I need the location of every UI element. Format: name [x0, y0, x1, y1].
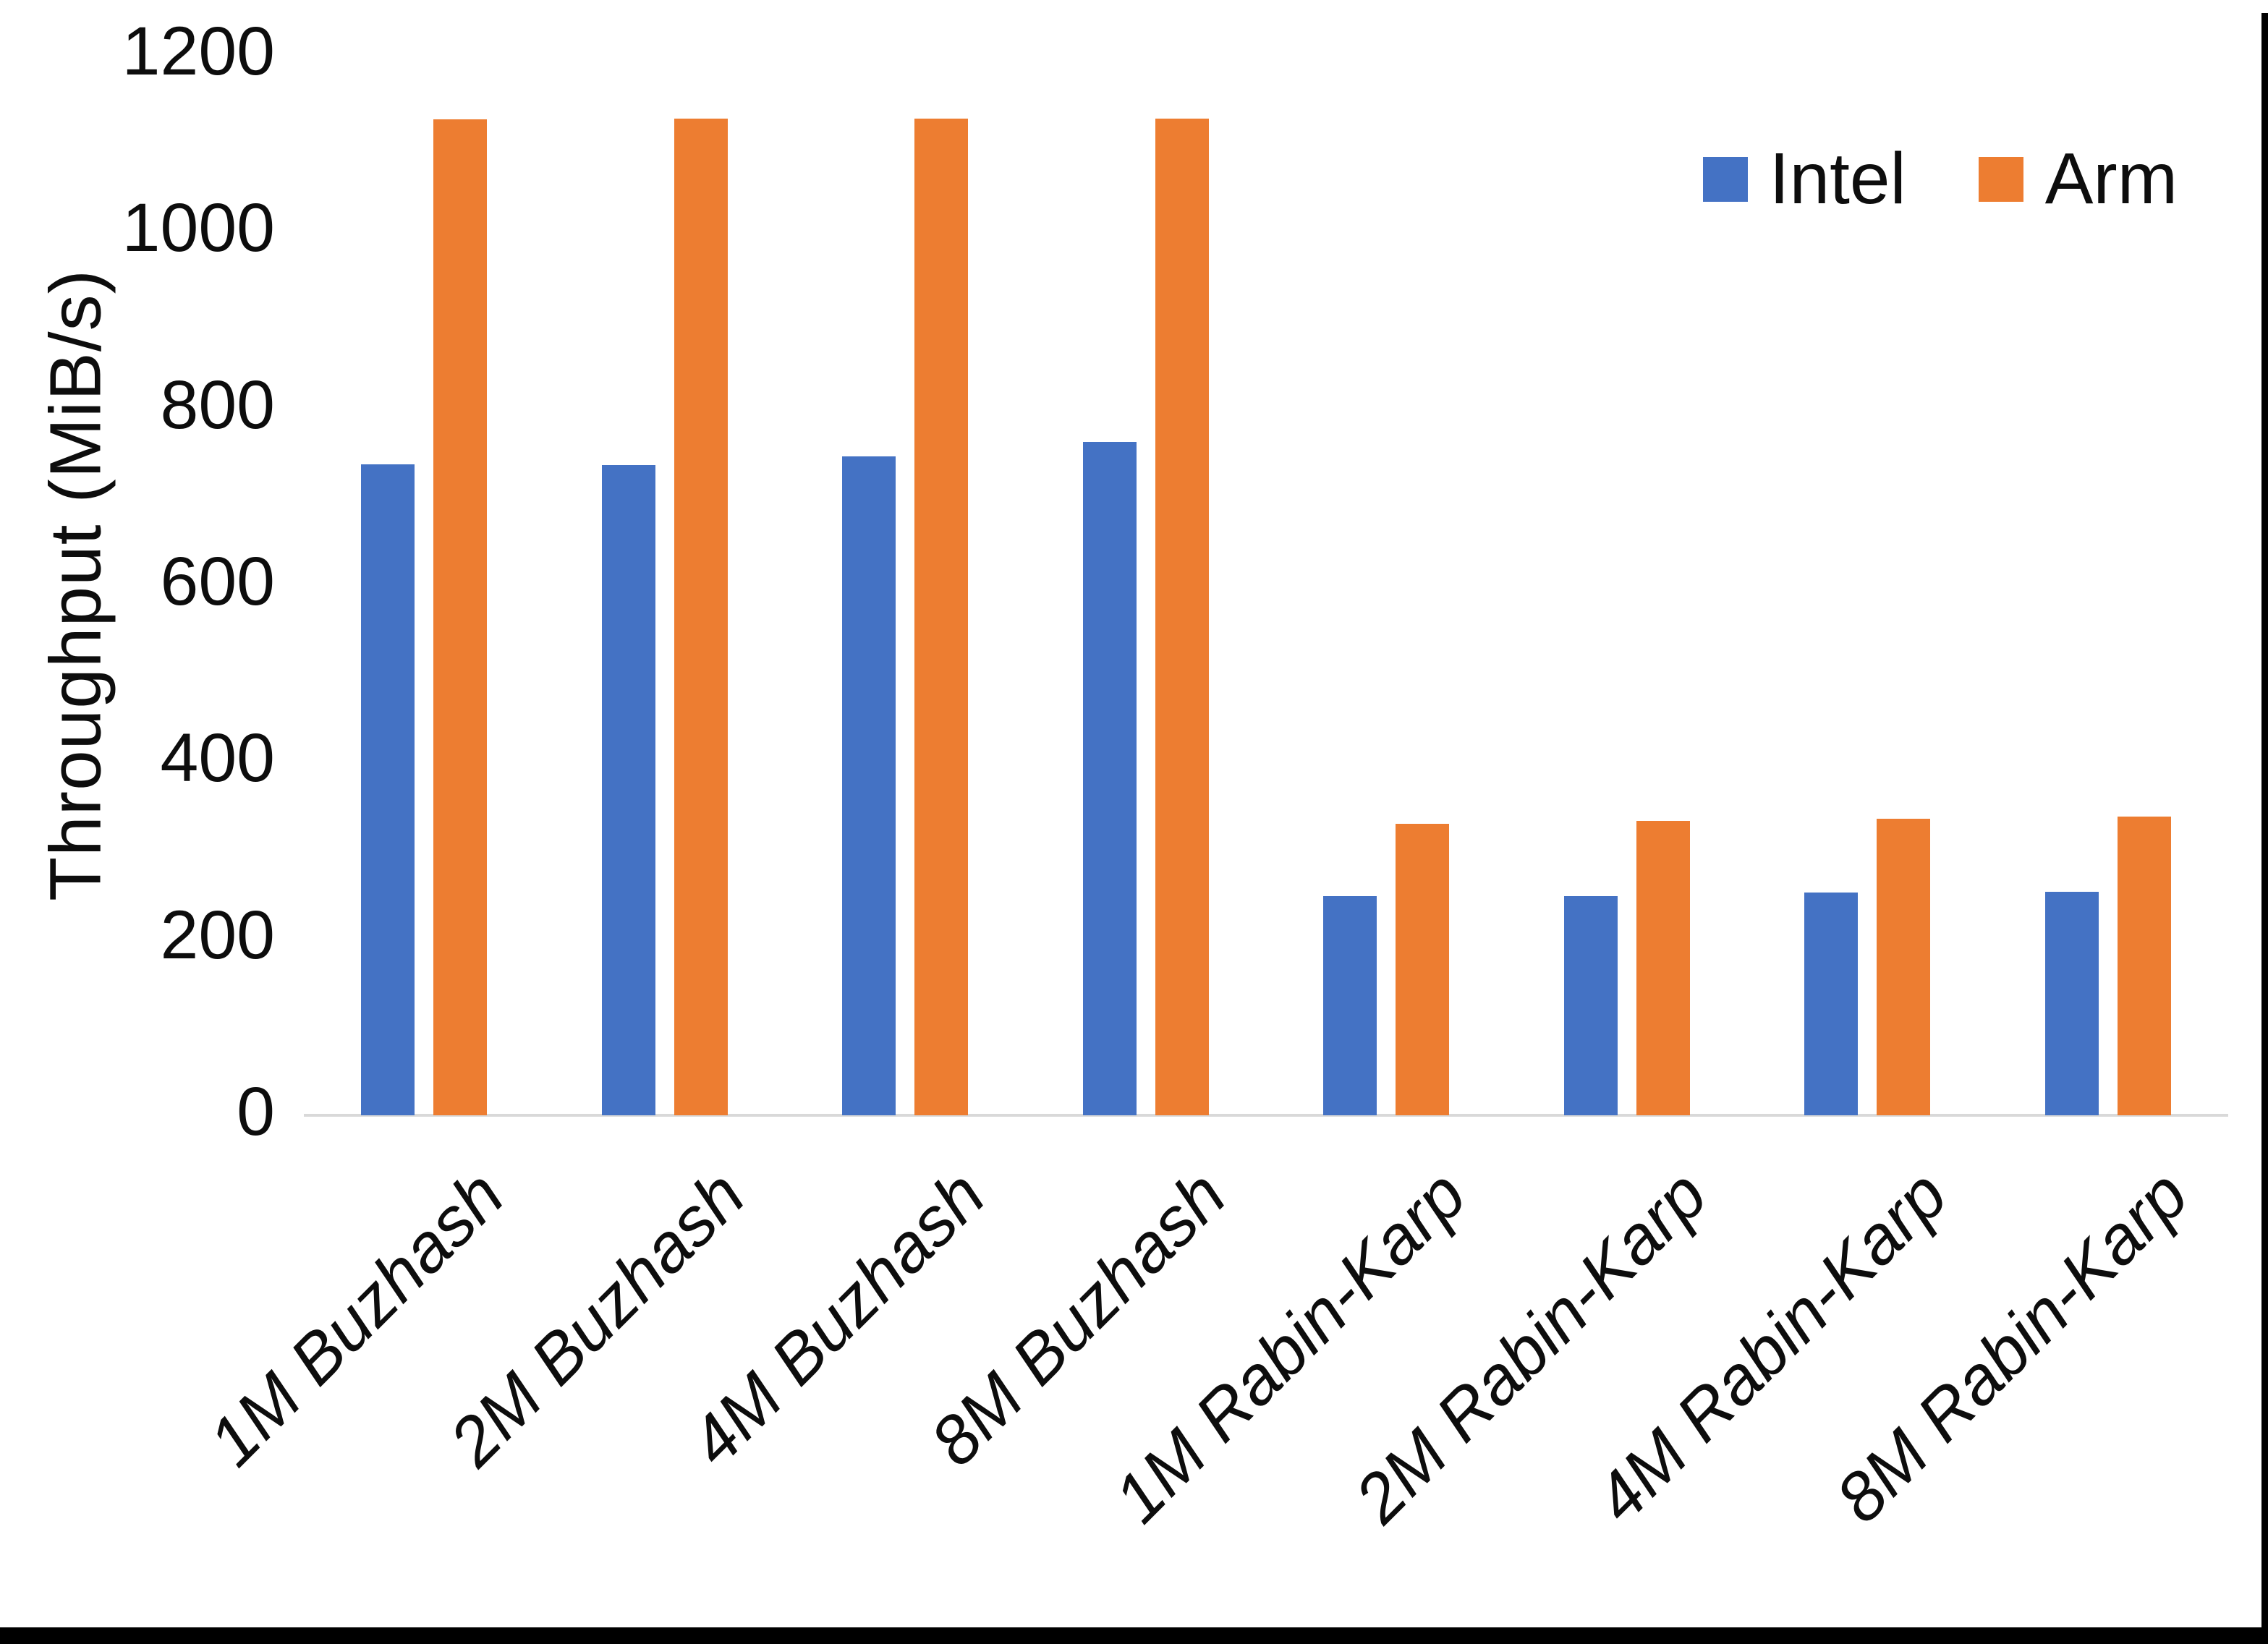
bar-arm-1m-rabin-karp	[1396, 823, 1450, 1115]
bar-intel-1m-rabin-karp	[1323, 896, 1377, 1115]
y-tick-label: 400	[160, 720, 275, 797]
bar-intel-4m-buzhash	[842, 456, 896, 1115]
bar-arm-8m-rabin-karp	[2117, 817, 2171, 1115]
bar-intel-4m-rabin-karp	[1804, 893, 1859, 1115]
legend-swatch-arm	[1978, 156, 2023, 202]
bar-intel-8m-buzhash	[1082, 442, 1137, 1115]
y-tick-label: 600	[160, 543, 275, 621]
right-border	[2261, 13, 2268, 1644]
bar-arm-4m-rabin-karp	[1877, 818, 1931, 1115]
bar-intel-2m-rabin-karp	[1563, 896, 1618, 1115]
legend-item-intel: Intel	[1702, 137, 1906, 221]
y-tick-label: 200	[160, 896, 275, 974]
legend-item-arm: Arm	[1978, 137, 2178, 221]
x-axis-line	[304, 1114, 2228, 1117]
bar-intel-8m-rabin-karp	[2044, 891, 2099, 1115]
legend: Intel Arm	[1702, 137, 2178, 221]
bar-intel-2m-buzhash	[601, 464, 655, 1115]
legend-label: Intel	[1769, 138, 1906, 219]
bar-intel-1m-buzhash	[361, 464, 415, 1115]
bar-arm-2m-rabin-karp	[1636, 821, 1690, 1115]
y-tick-label: 1000	[122, 189, 275, 267]
legend-label: Arm	[2044, 138, 2178, 219]
legend-swatch-intel	[1702, 156, 1748, 202]
bar-arm-2m-buzhash	[674, 118, 728, 1115]
y-tick-label: 1200	[122, 13, 275, 90]
bar-arm-4m-buzhash	[914, 118, 969, 1115]
y-tick-label: 0	[237, 1073, 275, 1151]
bar-arm-8m-buzhash	[1155, 118, 1209, 1115]
bottom-border	[0, 1627, 2268, 1644]
bar-arm-1m-buzhash	[433, 119, 488, 1115]
y-tick-label: 800	[160, 366, 275, 443]
